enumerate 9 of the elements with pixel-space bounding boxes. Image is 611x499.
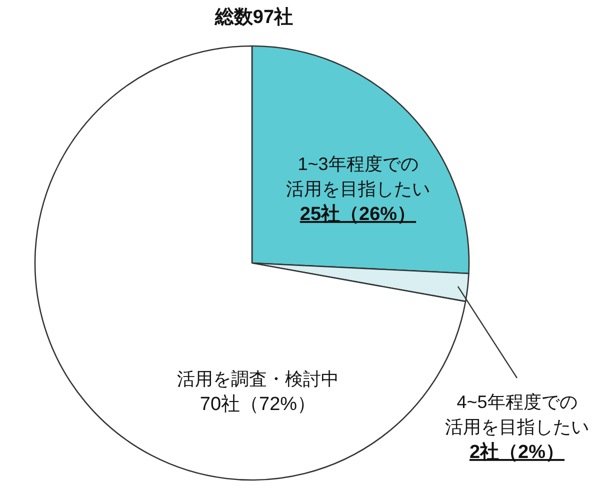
data-label: 2社（2%）	[469, 442, 565, 463]
data-label: 25社（26%）	[300, 204, 416, 225]
data-label: 活用を目指したい	[445, 417, 589, 437]
data-label: 1~3年程度での	[298, 154, 418, 174]
data-label: 活用を目指したい	[286, 179, 430, 199]
data-label: 4~5年程度での	[456, 392, 578, 412]
title: 総数97社	[214, 7, 294, 28]
data-label: 活用を調査・検討中	[177, 369, 339, 389]
data-label: 70社（72%）	[200, 394, 316, 415]
